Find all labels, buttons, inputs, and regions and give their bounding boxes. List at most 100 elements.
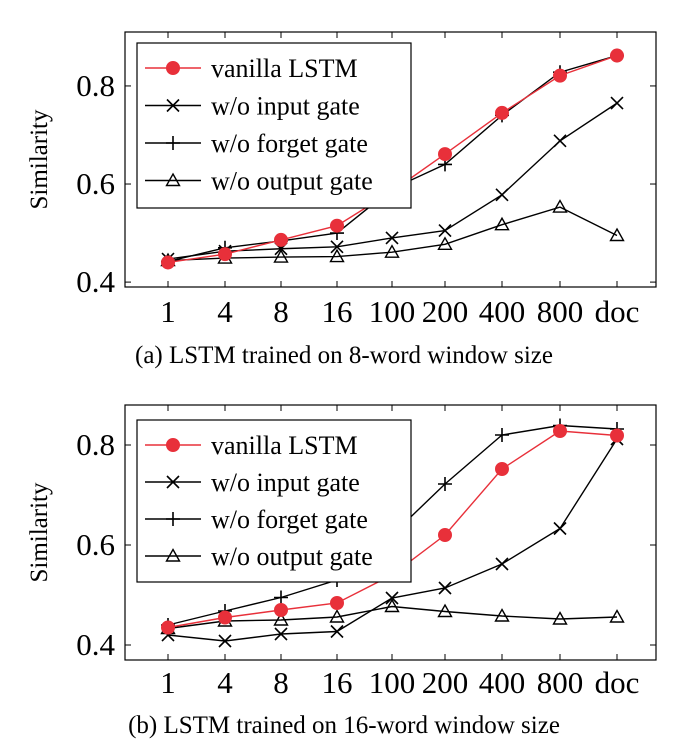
legend-label: w/o input gate: [211, 468, 360, 497]
legend-marker: [166, 136, 180, 150]
legend-marker: [165, 548, 181, 562]
legend: vanilla LSTM w/o input gate w/o forget gat…: [136, 42, 412, 209]
y-tick-label: 0.8: [76, 427, 115, 462]
chart-panel-a: 0.4 0.6 0.8 1 4 8 16 100 200 400 800 doc Similarity v…: [26, 31, 657, 369]
y-axis-label: Similarity: [26, 482, 53, 583]
data-point: [609, 609, 625, 623]
y-tick-label: 0.8: [76, 68, 115, 103]
data-point: [437, 236, 453, 251]
data-point: [330, 596, 344, 610]
legend-label: w/o output gate: [211, 167, 373, 196]
figure-caption: (b) LSTM trained on 16-word window size: [128, 712, 560, 739]
legend-marker: [166, 512, 180, 526]
data-point: [218, 247, 232, 262]
data-point: [329, 248, 345, 263]
data-point: [273, 249, 289, 263]
data-point: [438, 224, 452, 238]
x-tick-label: 8: [273, 665, 289, 700]
legend-label: vanilla LSTM: [211, 431, 358, 460]
data-point: [609, 227, 625, 242]
data-point: [274, 232, 288, 247]
data-point: [495, 188, 509, 202]
data-point: [495, 557, 509, 571]
legend-label: w/o output gate: [211, 542, 373, 571]
legend-marker: [166, 98, 180, 113]
x-tick-label: 200: [422, 665, 469, 700]
data-point: [495, 462, 509, 476]
series-w-o-input-gate: [161, 432, 624, 648]
chart-panel-b: 0.4 0.6 0.8 1 4 8 16 100 200 400 800 doc Similarity v…: [26, 404, 657, 739]
legend-label: vanilla LSTM: [211, 54, 358, 83]
plot-frame: [124, 31, 657, 288]
plot-frame: [124, 404, 657, 661]
x-tick-label: 800: [537, 294, 584, 329]
data-point: [610, 96, 624, 110]
legend-marker: [166, 61, 180, 75]
data-point: [161, 255, 175, 270]
data-point: [330, 218, 344, 233]
x-tick-label: 1: [160, 294, 176, 329]
data-point: [330, 624, 344, 639]
data-point: [494, 216, 510, 231]
data-point: [610, 428, 624, 443]
x-tick-label: 1: [160, 665, 176, 700]
data-point: [437, 603, 453, 618]
series-line: [167, 605, 618, 630]
data-point: [385, 591, 399, 605]
data-point: [218, 634, 232, 648]
data-point: [273, 612, 289, 626]
data-point: [610, 48, 624, 63]
data-point: [274, 603, 288, 617]
data-point: [495, 428, 509, 442]
y-tick-label: 0.4: [76, 264, 115, 299]
data-point: [553, 68, 567, 83]
x-tick-label: 8: [273, 294, 289, 329]
data-point: [553, 134, 567, 148]
data-point: [384, 598, 400, 613]
series-vanilla-lstm: [161, 424, 624, 635]
data-point: [495, 105, 509, 120]
data-point: [274, 627, 288, 641]
data-point: [552, 611, 568, 625]
x-tick-label: 100: [369, 665, 416, 700]
legend-label: w/o forget gate: [211, 129, 368, 158]
x-tick-label: 100: [369, 294, 416, 329]
data-point: [553, 521, 567, 536]
y-axis-label: Similarity: [26, 109, 53, 210]
y-tick-label: 0.6: [76, 166, 115, 201]
data-point: [553, 424, 567, 438]
x-tick-label: 200: [422, 294, 469, 329]
data-point: [274, 590, 288, 605]
figure-caption: (a) LSTM trained on 8-word window size: [135, 342, 553, 369]
x-tick-label: 4: [217, 294, 233, 329]
data-point: [385, 231, 399, 245]
series-line: [167, 206, 618, 262]
data-point: [438, 147, 452, 162]
legend-box: [136, 419, 412, 583]
data-point: [329, 609, 345, 623]
data-point: [438, 528, 452, 542]
data-point: [494, 608, 510, 622]
x-tick-label: 400: [479, 665, 526, 700]
x-tick-label: doc: [595, 294, 640, 329]
legend-label: w/o forget gate: [211, 505, 368, 534]
x-tick-label: doc: [595, 665, 640, 700]
data-point: [438, 581, 452, 595]
data-point: [384, 244, 400, 258]
legend-marker: [165, 172, 181, 187]
data-point: [330, 240, 344, 254]
data-point: [218, 610, 232, 625]
data-point: [438, 477, 452, 491]
data-point: [161, 620, 175, 635]
x-tick-label: 16: [322, 665, 353, 700]
y-tick-label: 0.6: [76, 527, 115, 562]
x-tick-label: 4: [217, 665, 233, 700]
legend: vanilla LSTM w/o input gate w/o forget gat…: [136, 419, 412, 583]
x-tick-label: 800: [537, 665, 584, 700]
legend-label: w/o input gate: [211, 92, 360, 121]
data-point: [552, 199, 568, 213]
x-tick-label: 16: [322, 294, 353, 329]
y-tick-label: 0.4: [76, 627, 115, 662]
x-tick-label: 400: [479, 294, 526, 329]
